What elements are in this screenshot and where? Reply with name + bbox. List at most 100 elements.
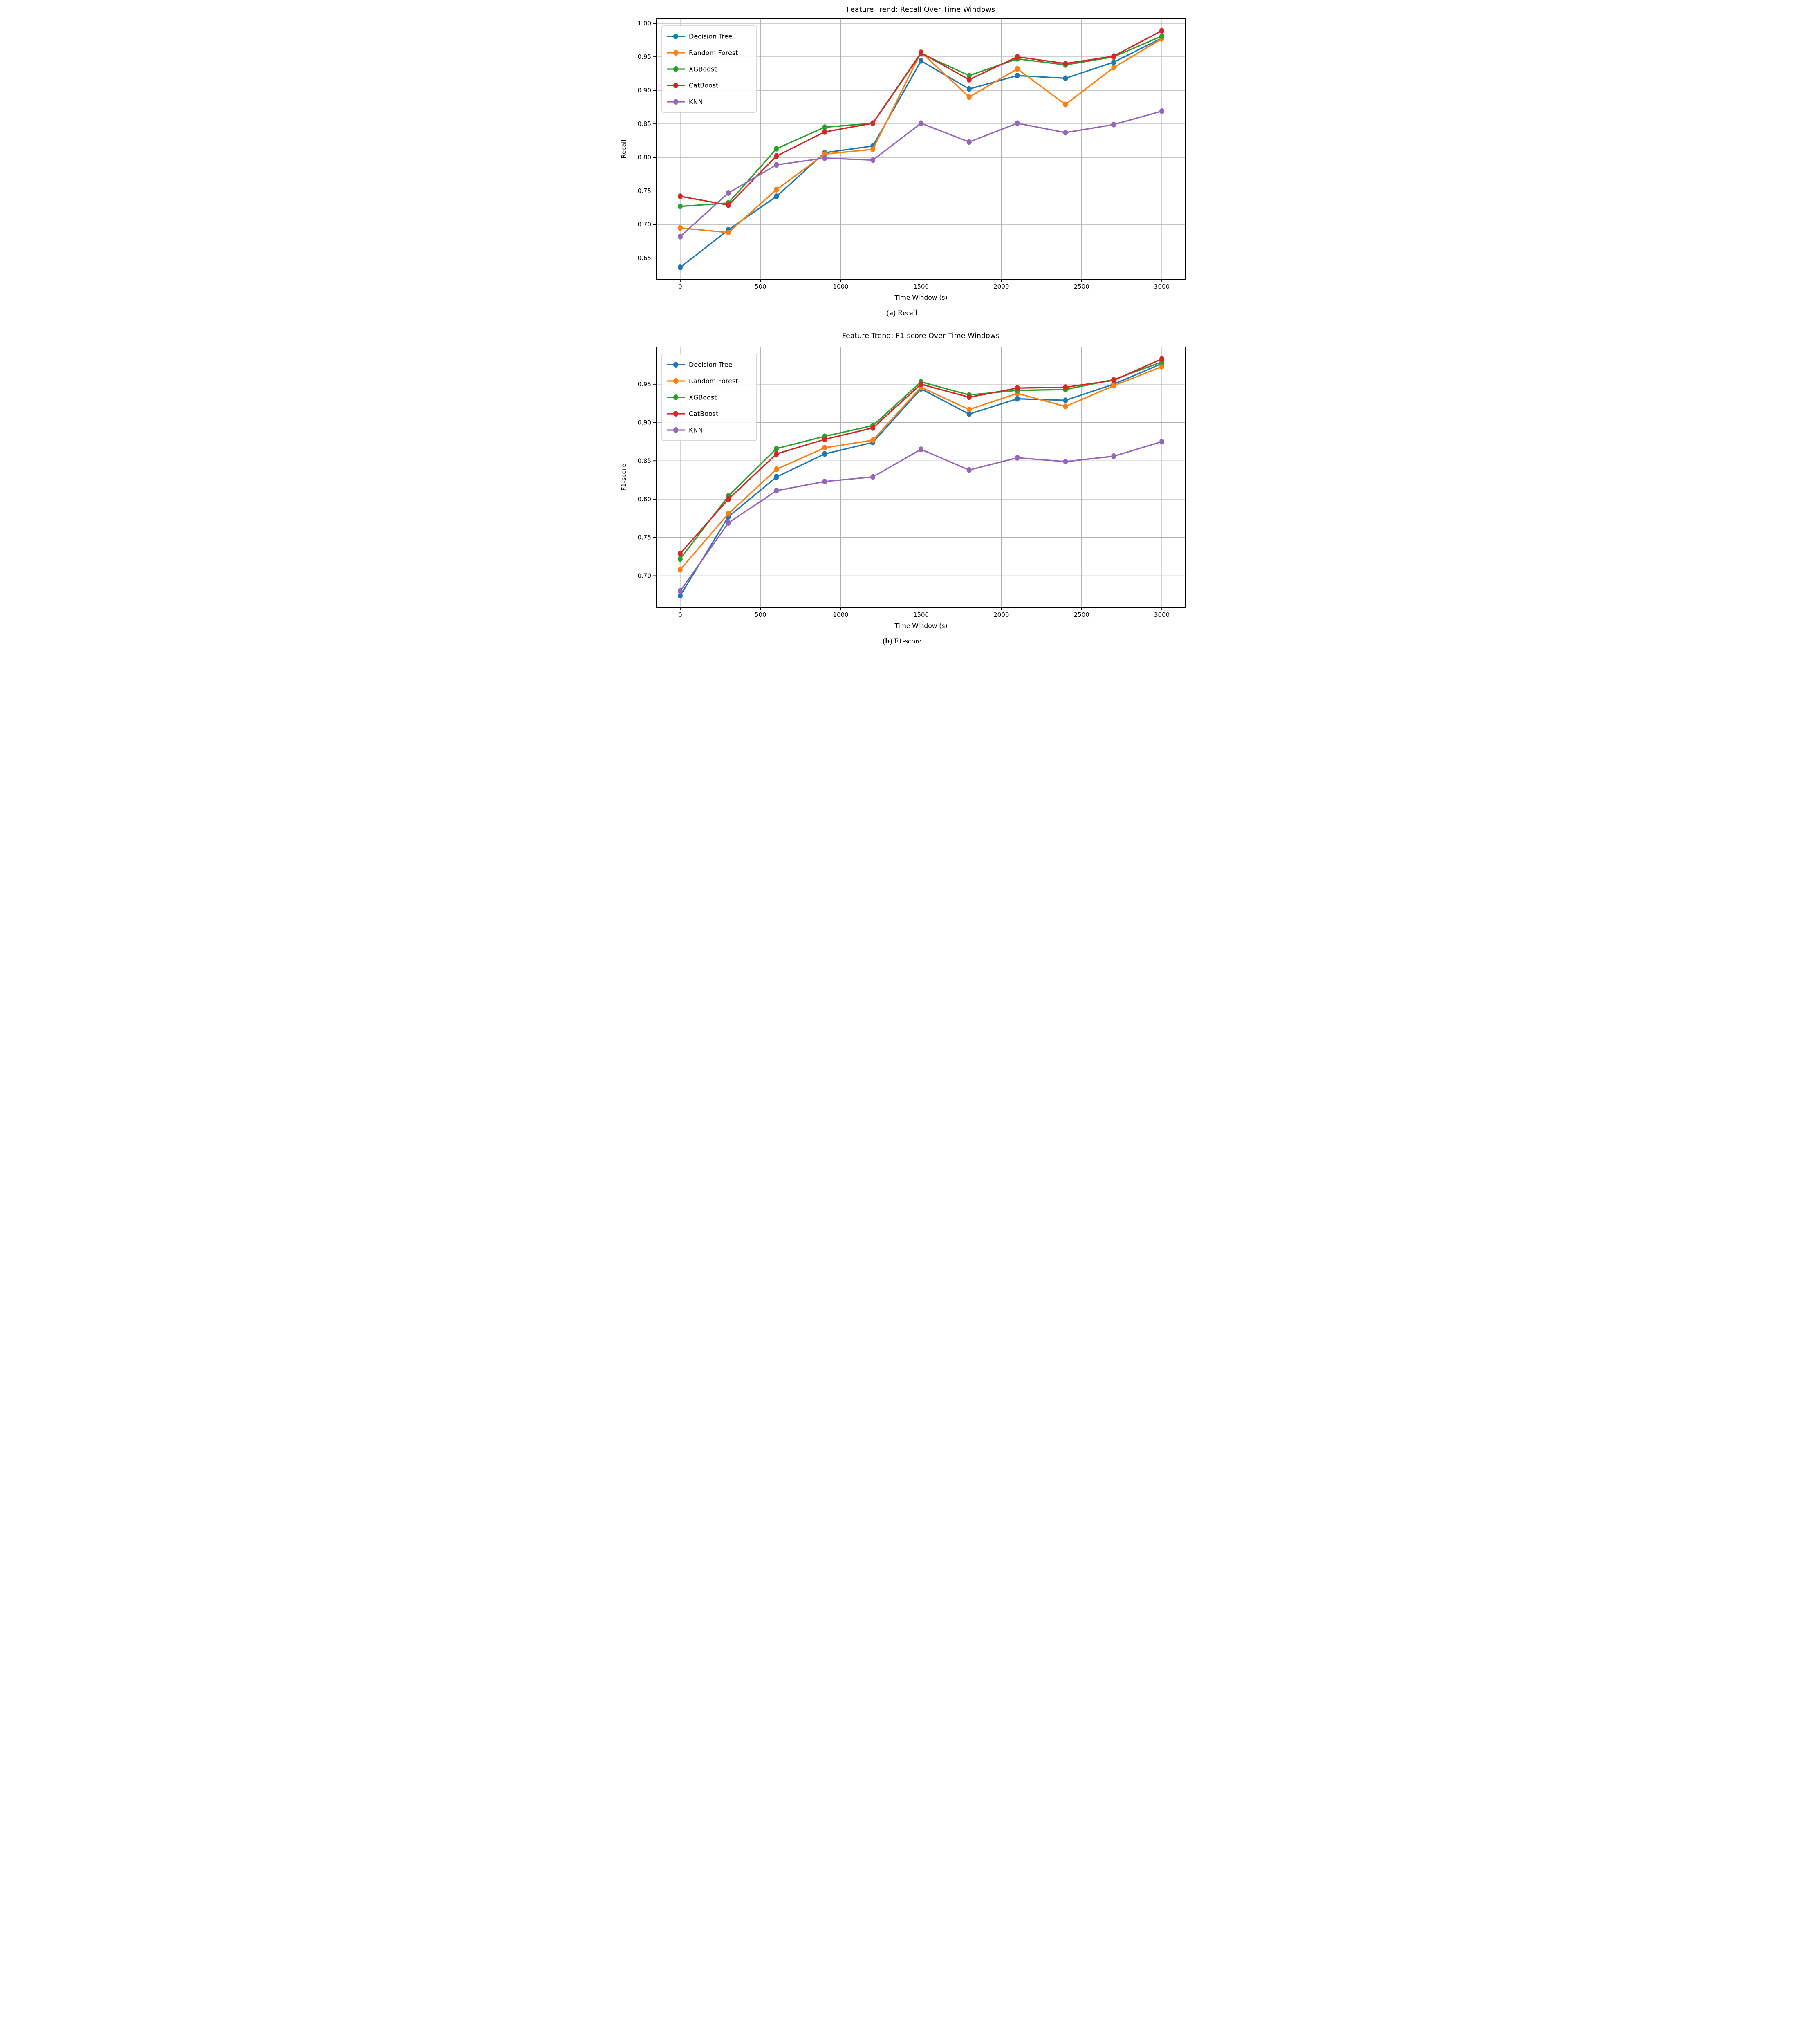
series-catboost-marker bbox=[677, 193, 683, 199]
series-knn-marker bbox=[1159, 108, 1164, 114]
series-random-forest-marker bbox=[822, 151, 827, 157]
series-xgboost-marker bbox=[774, 146, 779, 152]
series-decision-tree-marker bbox=[774, 474, 779, 480]
series-knn-marker bbox=[677, 588, 683, 594]
series-catboost-marker bbox=[918, 50, 923, 56]
series-xgboost-marker bbox=[966, 72, 972, 78]
legend-label: Decision Tree bbox=[689, 33, 733, 40]
subfigure-caption-b: (b) F1-score bbox=[616, 637, 1188, 646]
series-knn-marker bbox=[726, 190, 731, 196]
legend-label: Decision Tree bbox=[689, 361, 733, 369]
series-random-forest-marker bbox=[966, 94, 972, 100]
caption-paren: ( bbox=[883, 637, 885, 645]
legend-entry: Random Forest bbox=[666, 377, 738, 385]
x-tick-label: 3000 bbox=[1154, 611, 1169, 619]
series-knn-marker bbox=[1015, 455, 1020, 461]
subfigure-caption-a: (a) Recall bbox=[616, 309, 1188, 318]
axis-tick-labels: 0 500 1000 1500 2000 2500 3000 0.70 0.75 0.80 0.85… bbox=[637, 381, 1170, 619]
series-knn-marker bbox=[966, 139, 972, 145]
legend-marker bbox=[673, 394, 678, 400]
series-catboost-marker bbox=[966, 394, 972, 400]
caption-text: F1-score bbox=[894, 637, 921, 645]
legend-entry: Decision Tree bbox=[666, 361, 733, 369]
series-decision-tree-marker bbox=[918, 58, 923, 64]
x-axis-label: Time Window (s) bbox=[894, 622, 947, 630]
y-tick-label: 0.65 bbox=[637, 254, 651, 262]
legend-entry: CatBoost bbox=[666, 410, 718, 418]
series-random-forest-marker bbox=[870, 437, 875, 443]
series-knn-marker bbox=[870, 157, 875, 163]
series-catboost-marker bbox=[870, 120, 875, 126]
series-decision-tree-marker bbox=[774, 193, 779, 199]
series-knn-marker bbox=[966, 467, 972, 473]
legend-marker bbox=[673, 362, 678, 368]
series-knn-marker bbox=[1062, 459, 1068, 465]
series-random-forest-marker bbox=[1111, 65, 1116, 71]
x-tick-label: 500 bbox=[754, 611, 766, 619]
legend-entry: XGBoost bbox=[666, 394, 717, 401]
series-decision-tree-marker bbox=[1111, 59, 1116, 65]
legend-entry: KNN bbox=[666, 426, 703, 434]
x-tick-label: 1500 bbox=[913, 611, 928, 619]
legend-entry: Decision Tree bbox=[666, 33, 733, 40]
x-tick-label: 1000 bbox=[833, 283, 848, 290]
caption-paren: ) bbox=[890, 637, 892, 645]
series-knn-marker bbox=[822, 478, 827, 484]
chart-title-recall: Feature Trend: Recall Over Time Windows bbox=[847, 6, 995, 14]
series-catboost-marker bbox=[774, 451, 779, 457]
legend-entry: XGBoost bbox=[666, 65, 717, 73]
y-tick-label: 0.85 bbox=[637, 120, 651, 128]
series-knn-marker bbox=[1159, 439, 1164, 445]
axis-ticks bbox=[653, 23, 1162, 282]
series-knn-marker bbox=[918, 120, 923, 126]
y-tick-label: 0.85 bbox=[637, 457, 651, 464]
x-tick-label: 0 bbox=[678, 283, 682, 290]
legend-entry: CatBoost bbox=[666, 82, 718, 90]
legend-entry: Random Forest bbox=[666, 49, 738, 57]
series-random-forest-marker bbox=[870, 146, 875, 152]
series-catboost-marker bbox=[822, 436, 827, 442]
series-knn-marker bbox=[1111, 453, 1116, 459]
y-tick-label: 0.75 bbox=[637, 187, 651, 195]
chart-title-f1: Feature Trend: F1-score Over Time Window… bbox=[842, 332, 1000, 340]
legend-label: XGBoost bbox=[689, 65, 717, 73]
legend-label: Random Forest bbox=[689, 49, 738, 57]
series-catboost-marker bbox=[870, 425, 875, 431]
series-knn-marker bbox=[1062, 130, 1068, 136]
series-decision-tree-marker bbox=[966, 411, 972, 417]
series-knn-marker bbox=[870, 474, 875, 480]
series-random-forest-marker bbox=[1111, 383, 1116, 389]
series-random-forest-marker bbox=[726, 511, 731, 517]
legend-label: XGBoost bbox=[689, 394, 717, 401]
series-xgboost-marker bbox=[677, 556, 683, 562]
caption-paren: ( bbox=[886, 309, 890, 317]
y-tick-label: 0.95 bbox=[637, 381, 651, 388]
series-random-forest-marker bbox=[1062, 101, 1068, 108]
caption-letter: b bbox=[885, 637, 890, 645]
x-tick-label: 2000 bbox=[993, 611, 1009, 619]
series-knn bbox=[677, 439, 1164, 594]
series-decision-tree-marker bbox=[1015, 396, 1020, 402]
series-random-forest-marker bbox=[677, 567, 683, 573]
y-tick-label: 1.00 bbox=[637, 20, 651, 27]
series-decision-tree-marker bbox=[822, 451, 827, 457]
series-decision-tree-marker bbox=[1015, 72, 1020, 78]
y-tick-label: 0.75 bbox=[637, 534, 651, 541]
legend-box bbox=[661, 25, 757, 113]
series-random-forest-marker bbox=[1062, 403, 1068, 410]
legend-entry: KNN bbox=[666, 98, 703, 106]
series-catboost-marker bbox=[966, 76, 972, 83]
caption-text: Recall bbox=[897, 309, 918, 317]
y-tick-label: 0.70 bbox=[637, 221, 651, 228]
series-knn-marker bbox=[1015, 120, 1020, 126]
y-tick-label: 0.80 bbox=[637, 154, 651, 161]
legend-marker bbox=[673, 99, 678, 105]
figure: Feature Trend: Recall Over Time Windows … bbox=[616, 0, 1188, 654]
series-catboost-marker bbox=[677, 551, 683, 557]
axis-ticks bbox=[653, 383, 1162, 610]
x-tick-label: 500 bbox=[754, 283, 766, 290]
series-knn-marker bbox=[1111, 121, 1116, 128]
legend-marker bbox=[673, 427, 678, 433]
x-axis-label: Time Window (s) bbox=[894, 294, 947, 301]
y-axis-label: Recall bbox=[620, 139, 627, 158]
